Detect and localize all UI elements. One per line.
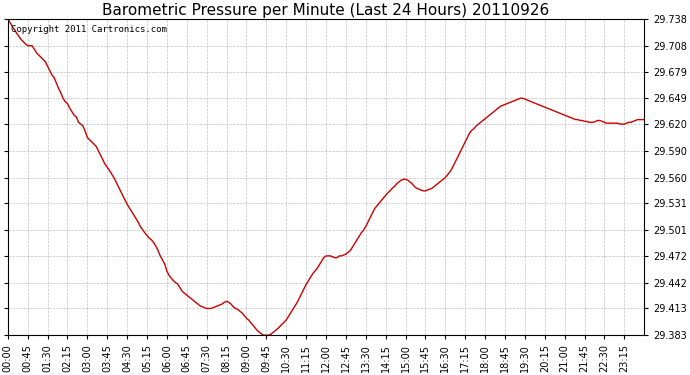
Text: Copyright 2011 Cartronics.com: Copyright 2011 Cartronics.com: [11, 25, 167, 34]
Title: Barometric Pressure per Minute (Last 24 Hours) 20110926: Barometric Pressure per Minute (Last 24 …: [102, 3, 550, 18]
